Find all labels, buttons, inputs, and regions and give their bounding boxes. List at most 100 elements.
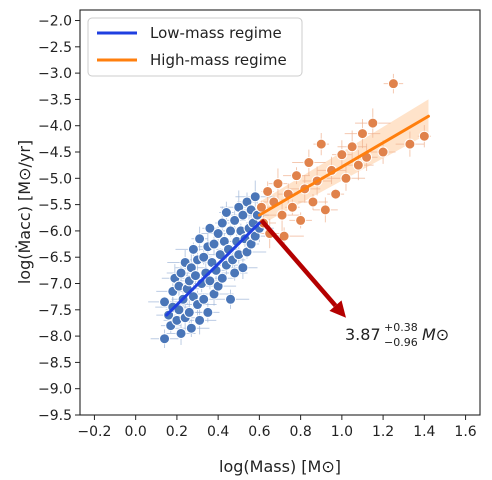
annotation-label: 3.87 +0.38 −0.96 M⊙: [345, 321, 449, 349]
high-mass-data-point: [346, 141, 358, 153]
high-mass-data-point: [290, 170, 302, 182]
high-mass-data-point: [319, 204, 331, 216]
x-tick-label: −0.2: [77, 424, 111, 440]
high-mass-data-point: [278, 230, 290, 242]
annotation-value: 3.87: [345, 325, 381, 344]
confidence-band-layer: [259, 99, 429, 226]
axes-frame: [79, 9, 481, 416]
y-tick-label: −4.5: [38, 145, 72, 161]
low-mass-data-point: [194, 314, 206, 326]
high-mass-data-point: [303, 157, 315, 169]
high-mass-data-point: [340, 172, 352, 184]
y-tick-label: −9.0: [38, 382, 72, 398]
low-mass-data-point: [216, 272, 228, 284]
high-mass-data-point: [356, 128, 368, 140]
low-mass-data-point: [225, 293, 237, 305]
low-mass-data-point: [249, 191, 261, 203]
low-mass-data-point: [214, 249, 226, 261]
fit-lines-layer: [165, 114, 430, 317]
annotation-lower-error: −0.96: [384, 336, 418, 349]
high-mass-data-point: [404, 138, 416, 150]
x-tick-label: 1.4: [413, 424, 435, 440]
plot-area: [148, 73, 431, 348]
low-mass-data-point: [204, 275, 216, 287]
y-axis-title: log(Ṁacc) [M⊙/yr]: [15, 140, 34, 284]
legend-box: [87, 17, 303, 77]
high-mass-data-point: [262, 185, 274, 197]
low-mass-data-point: [198, 251, 210, 263]
legend-label-high-mass: High-mass regime: [150, 51, 287, 69]
y-tick-label: −7.5: [38, 303, 72, 319]
low-mass-data-point: [183, 306, 195, 318]
low-mass-data-point: [229, 214, 241, 226]
x-tick-label: 1.6: [454, 424, 476, 440]
low-mass-data-point: [175, 267, 187, 279]
y-tick-label: −6.0: [38, 224, 72, 240]
low-mass-data-point: [202, 306, 214, 318]
x-axis: −0.2 0.0 0.2 0.4 0.6 0.8 1.0 1.2 1.4 1.6: [77, 415, 477, 440]
low-mass-data-point: [237, 209, 249, 221]
high-mass-data-point: [336, 149, 348, 161]
high-mass-data-point: [377, 146, 389, 158]
high-mass-data-point: [330, 188, 342, 200]
y-tick-label: −7.0: [38, 277, 72, 293]
y-axis: −2.0 −2.5 −3.0 −3.5 −4.0 −4.5 −5.0 −5.5 −6.0 −6.5…: [38, 14, 80, 424]
legend: Low-mass regime High-mass regime: [87, 17, 303, 77]
high-mass-confidence-band: [259, 99, 429, 226]
low-mass-data-point: [216, 217, 228, 229]
y-tick-label: −5.0: [38, 171, 72, 187]
annotation-upper-error: +0.38: [384, 321, 418, 334]
annotation-unit: M⊙: [422, 325, 449, 344]
x-tick-label: 0.2: [166, 424, 188, 440]
low-mass-fit-line: [165, 221, 261, 317]
low-mass-data-point: [159, 333, 171, 345]
high-mass-fit-line: [257, 114, 430, 217]
x-tick-label: 1.0: [331, 424, 353, 440]
y-tick-label: −9.5: [38, 408, 72, 424]
y-tick-label: −2.0: [38, 14, 72, 30]
legend-label-low-mass: Low-mass regime: [150, 24, 282, 42]
low-mass-data-point: [194, 233, 206, 245]
x-tick-label: 0.6: [248, 424, 270, 440]
low-mass-data-point: [208, 238, 220, 250]
high-mass-data-point: [286, 201, 298, 213]
x-tick-label: 1.2: [372, 424, 394, 440]
high-mass-data-point: [352, 159, 364, 171]
high-mass-data-point: [295, 214, 307, 226]
y-tick-label: −3.0: [38, 66, 72, 82]
x-axis-title: log(Mass) [M⊙]: [219, 457, 341, 476]
high-mass-data-point: [272, 178, 284, 190]
y-tick-label: −6.5: [38, 250, 72, 266]
annotation-layer: [259, 218, 346, 318]
y-tick-label: −3.5: [38, 92, 72, 108]
y-tick-label: −2.5: [38, 40, 72, 56]
high-mass-data-point: [307, 196, 319, 208]
high-mass-data-point: [315, 138, 327, 150]
low-mass-data-point: [175, 327, 187, 339]
x-tick-label: 0.8: [289, 424, 311, 440]
low-mass-data-point: [187, 243, 199, 255]
low-mass-data-point: [225, 225, 237, 237]
high-mass-data-point: [387, 78, 399, 90]
x-tick-label: 0.0: [125, 424, 147, 440]
break-point-arrow-head: [329, 300, 346, 318]
low-mass-data-point: [189, 270, 201, 282]
low-mass-data-point: [212, 228, 224, 240]
break-point-arrow-shaft: [259, 218, 338, 308]
high-mass-data-point: [367, 117, 379, 129]
y-tick-label: −4.0: [38, 119, 72, 135]
y-tick-label: −5.5: [38, 198, 72, 214]
low-mass-data-point: [185, 322, 197, 334]
y-tick-label: −8.5: [38, 355, 72, 371]
x-tick-label: 0.4: [207, 424, 229, 440]
low-mass-data-point: [204, 222, 216, 234]
low-mass-data-point: [220, 207, 232, 218]
low-mass-data-point: [237, 262, 249, 274]
high-mass-data-point: [276, 209, 288, 221]
high-mass-data-point: [418, 130, 430, 142]
low-mass-data-point: [159, 296, 171, 308]
low-mass-data-point: [229, 267, 241, 279]
y-tick-label: −8.0: [38, 329, 72, 345]
low-mass-data-point: [198, 293, 210, 305]
